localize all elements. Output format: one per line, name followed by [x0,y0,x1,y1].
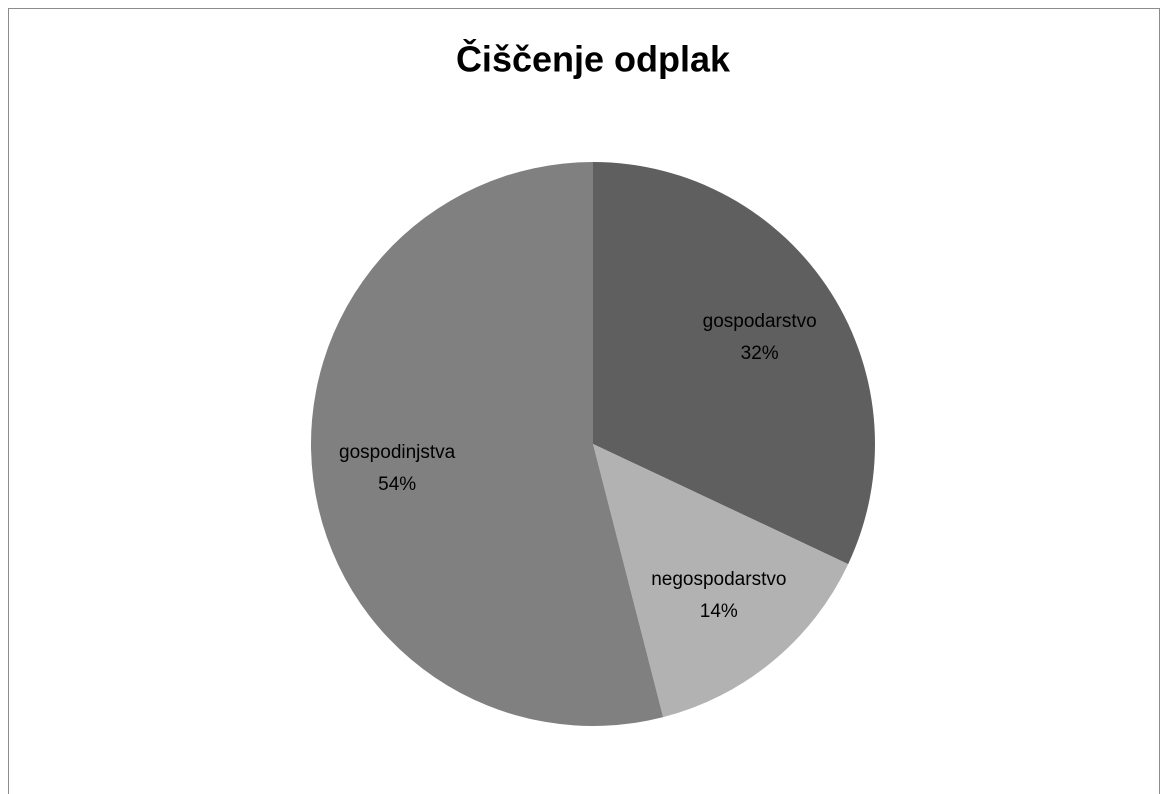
slice-category-label: negospodarstvo [651,569,786,590]
pie-slice [593,162,876,565]
slice-category-label: gospodarstvo [703,311,817,332]
pie [310,162,876,726]
data-labels: gospodarstvo 32% negospodarstvo 14% gospodin… [339,311,817,622]
pie-slice [310,162,664,726]
slice-value-label: 54% [378,474,416,495]
pie-slice [593,444,849,718]
slice-value-label: 14% [700,601,738,622]
slice-category-label: gospodinjstva [339,442,456,463]
chart-title: Čiščenje odplak [456,38,731,80]
slice-value-label: 32% [741,343,779,364]
